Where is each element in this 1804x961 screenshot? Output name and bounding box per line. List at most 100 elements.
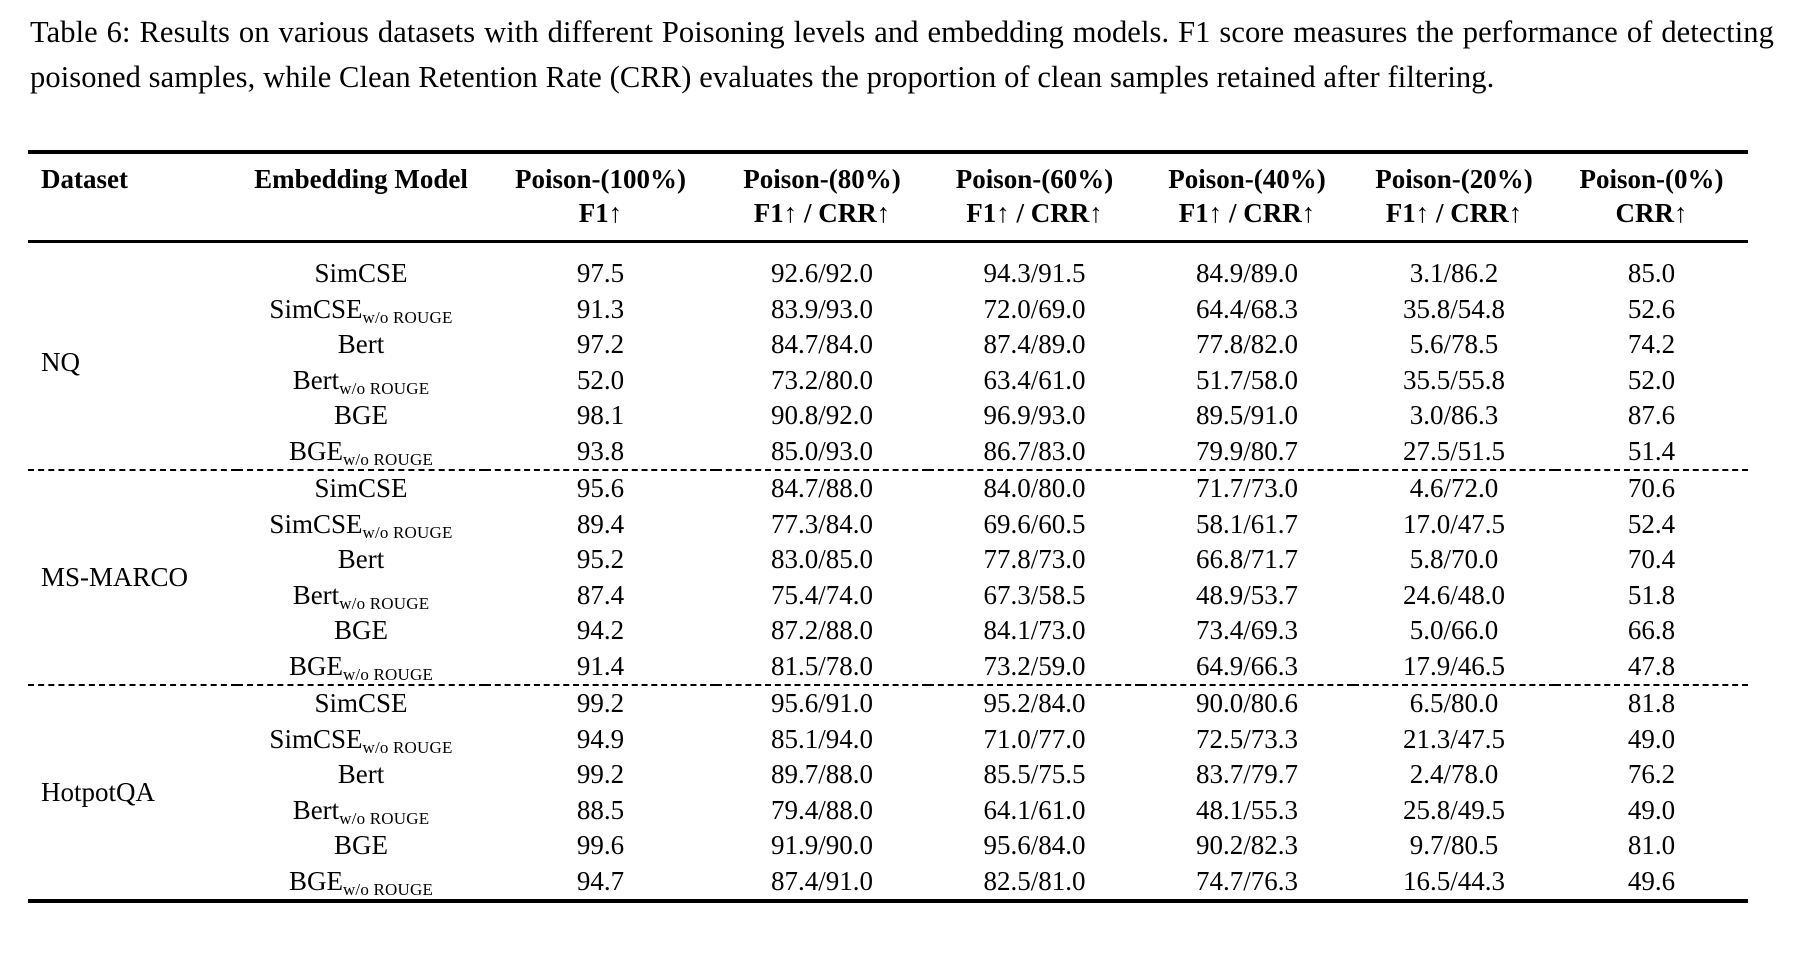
model-subscript: w/o ROUGE (339, 808, 430, 828)
metric-value: 73.2/59.0 (983, 650, 1086, 681)
metric-value: 52.0 (1627, 364, 1676, 395)
table-row: BGE 94.2 87.2/88.0 84.1/73.0 73.4/69.3 5.0/66… (28, 613, 1748, 649)
metric-value: 95.6 (576, 473, 625, 503)
column-metric: F1↑ / CRR↑ (966, 198, 1103, 228)
column-title: Poison-(40%) (1168, 164, 1326, 194)
metric-value: 91.9/90.0 (770, 830, 873, 860)
model-subscript: w/o ROUGE (362, 522, 453, 542)
model-name: Bert (292, 364, 340, 395)
metric-value: 88.5 (576, 794, 625, 825)
table-row: Bertw/o ROUGE 88.5 79.4/88.0 64.1/61.0 48.1/… (28, 793, 1748, 829)
metric-value: 85.0/93.0 (770, 435, 873, 466)
embedding-model-label: BGEw/o ROUGE (237, 434, 485, 471)
metric-value: 81.8 (1627, 688, 1676, 718)
metric-value: 96.9/93.0 (983, 400, 1086, 430)
metric-value: 99.2 (576, 759, 625, 789)
model-name: SimCSE (269, 508, 363, 539)
metric-value: 87.2/88.0 (770, 615, 873, 645)
metric-value: 99.2 (576, 688, 625, 718)
metric-value: 72.5/73.3 (1195, 723, 1298, 754)
metric-value: 75.4/74.0 (770, 579, 873, 610)
column-title: Poison-(0%) (1579, 164, 1724, 194)
dataset-group-hotpotqa: HotpotQA SimCSE 99.2 95.6/91.0 95.2/84.0 90.0… (28, 685, 1748, 901)
embedding-model-label: SimCSE (237, 685, 485, 722)
metric-value: 17.9/46.5 (1402, 650, 1505, 681)
column-title: Poison-(20%) (1375, 164, 1533, 194)
column-title: Poison-(100%) (515, 164, 686, 194)
embedding-model-label: BGEw/o ROUGE (237, 649, 485, 686)
metric-value: 48.1/55.3 (1195, 794, 1298, 825)
metric-value: 90.8/92.0 (770, 400, 873, 430)
metric-value: 73.2/80.0 (770, 364, 873, 395)
table-row: SimCSEw/o ROUGE 89.4 77.3/84.0 69.6/60.5 58.… (28, 507, 1748, 543)
metric-value: 77.8/82.0 (1195, 329, 1298, 359)
metric-value: 49.6 (1627, 865, 1676, 896)
column-title: Poison-(80%) (743, 164, 901, 194)
metric-value: 66.8/71.7 (1195, 544, 1298, 574)
table-row: Bert 99.2 89.7/88.0 85.5/75.5 83.7/79.7 2.4/7… (28, 757, 1748, 793)
metric-value: 84.7/84.0 (770, 329, 873, 359)
column-metric (41, 196, 237, 230)
metric-value: 51.7/58.0 (1195, 364, 1298, 395)
metric-value: 16.5/44.3 (1402, 865, 1505, 896)
metric-value: 84.1/73.0 (983, 615, 1086, 645)
metric-value: 67.3/58.5 (983, 579, 1086, 610)
metric-value: 49.0 (1627, 723, 1676, 754)
model-name: SimCSE (314, 258, 408, 288)
column-header-poison-60: Poison-(60%) F1↑ / CRR↑ (928, 152, 1141, 243)
metric-value: 92.6/92.0 (770, 258, 873, 288)
column-header-dataset: Dataset (28, 152, 237, 243)
table-header: Dataset Embedding Model Poison-(100%) F1↑ Po… (28, 152, 1748, 243)
metric-value: 64.1/61.0 (983, 794, 1086, 825)
metric-value: 90.2/82.3 (1195, 830, 1298, 860)
metric-value: 95.6/84.0 (983, 830, 1086, 860)
metric-value: 2.4/78.0 (1409, 759, 1499, 789)
metric-value: 24.6/48.0 (1402, 579, 1505, 610)
metric-value: 72.0/69.0 (983, 293, 1086, 324)
metric-value: 9.7/80.5 (1409, 830, 1499, 860)
metric-value: 70.6 (1627, 473, 1676, 503)
metric-value: 77.8/73.0 (983, 544, 1086, 574)
metric-value: 52.4 (1627, 508, 1676, 539)
column-metric: F1↑ / CRR↑ (1385, 198, 1523, 228)
metric-value: 97.2 (576, 329, 625, 359)
metric-value: 64.4/68.3 (1195, 293, 1298, 324)
metric-value: 5.0/66.0 (1409, 615, 1499, 645)
metric-value: 89.5/91.0 (1195, 400, 1298, 430)
metric-value: 83.7/79.7 (1195, 759, 1298, 789)
embedding-model-label: BGE (237, 613, 485, 649)
metric-value: 70.4 (1627, 544, 1676, 574)
metric-value: 25.8/49.5 (1402, 794, 1505, 825)
metric-value: 3.1/86.2 (1409, 258, 1499, 288)
column-title: Dataset (41, 164, 128, 194)
dataset-label: HotpotQA (41, 776, 155, 807)
model-name: Bert (292, 579, 340, 610)
model-subscript: w/o ROUGE (339, 378, 430, 398)
metric-value: 64.9/66.3 (1195, 650, 1298, 681)
metric-value: 74.2 (1627, 329, 1676, 359)
metric-value: 93.8 (576, 435, 625, 466)
column-metric: F1↑ / CRR↑ (1178, 198, 1316, 228)
column-metric: F1↑ (578, 198, 623, 228)
model-subscript: w/o ROUGE (342, 664, 434, 684)
metric-value: 81.5/78.0 (770, 650, 873, 681)
model-name: Bert (292, 794, 340, 825)
column-header-poison-20: Poison-(20%) F1↑ / CRR↑ (1353, 152, 1555, 243)
metric-value: 91.3 (576, 293, 625, 324)
metric-value: 84.9/89.0 (1195, 258, 1298, 288)
metric-value: 66.8 (1627, 615, 1676, 645)
metric-value: 71.0/77.0 (983, 723, 1086, 754)
column-title: Embedding Model (254, 164, 468, 194)
metric-value: 91.4 (576, 650, 625, 681)
embedding-model-label: Bert (237, 542, 485, 578)
model-subscript: w/o ROUGE (362, 737, 453, 757)
metric-value: 89.4 (576, 508, 625, 539)
model-name: BGE (334, 830, 388, 860)
dataset-group-ms-marco: MS-MARCO SimCSE 95.6 84.7/88.0 84.0/80.0 71.7… (28, 470, 1748, 685)
column-header-embedding-model: Embedding Model (237, 152, 485, 243)
dataset-label: NQ (41, 346, 80, 377)
column-header-poison-0: Poison-(0%) CRR↑ (1555, 152, 1748, 243)
metric-value: 73.4/69.3 (1195, 615, 1298, 645)
metric-value: 95.2/84.0 (983, 688, 1086, 718)
model-subscript: w/o ROUGE (362, 307, 453, 327)
